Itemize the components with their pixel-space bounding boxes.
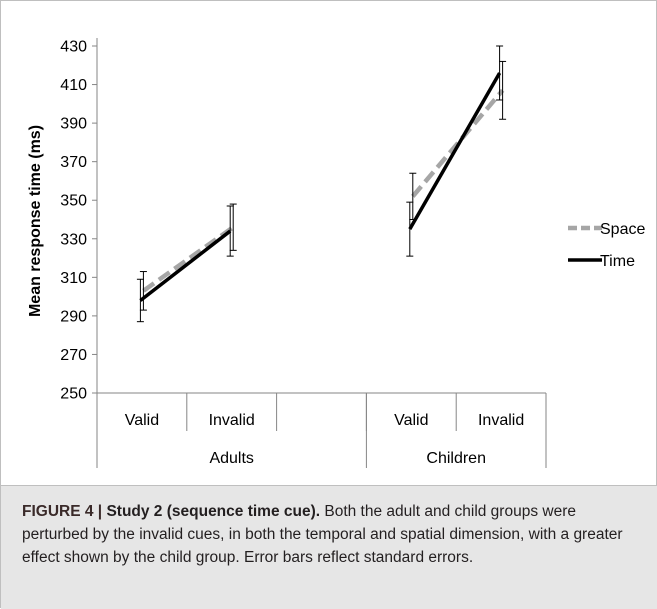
y-tick-label: 430 [60, 39, 87, 56]
line-chart: 250 270 290 310 330 350 370 390 410 430 Valid Inva… [27, 38, 645, 468]
y-tick-label: 390 [60, 116, 87, 133]
y-tick-label: 410 [60, 77, 87, 94]
y-tick-label: 330 [60, 231, 87, 248]
y-tick-label: 350 [60, 193, 87, 210]
x-category-label: Invalid [209, 412, 255, 429]
x-category-label: Valid [125, 412, 159, 429]
caption-label: FIGURE 4 | [22, 503, 107, 520]
x-category-label: Invalid [478, 412, 524, 429]
figure-caption: FIGURE 4 | Study 2 (sequence time cue). … [1, 485, 657, 609]
x-categories: Valid Invalid Adults Valid Invalid Children [125, 412, 525, 467]
legend-label-time: Time [600, 253, 635, 270]
axes [96, 38, 547, 468]
series-line-time [139, 229, 232, 302]
series-line-space [142, 225, 235, 293]
y-tick-label: 270 [60, 347, 87, 364]
y-tick-label: 310 [60, 270, 87, 287]
legend-label-space: Space [600, 221, 645, 238]
y-tick-label: 290 [60, 308, 87, 325]
x-group-label: Adults [209, 450, 253, 467]
y-tick-label: 370 [60, 154, 87, 171]
caption-text: Both the adult and child groups were per… [22, 503, 623, 566]
x-group-label: Children [426, 450, 486, 467]
series-line-time [408, 72, 502, 231]
legend: Space Time [568, 221, 645, 270]
caption-title: Study 2 (sequence time cue). [106, 503, 321, 520]
series-lines [136, 45, 507, 323]
y-tick-label: 250 [60, 386, 87, 403]
y-axis-label: Mean response time (ms) [27, 125, 44, 317]
x-category-label: Valid [394, 412, 428, 429]
y-ticks: 250 270 290 310 330 350 370 390 410 430 [60, 39, 97, 403]
